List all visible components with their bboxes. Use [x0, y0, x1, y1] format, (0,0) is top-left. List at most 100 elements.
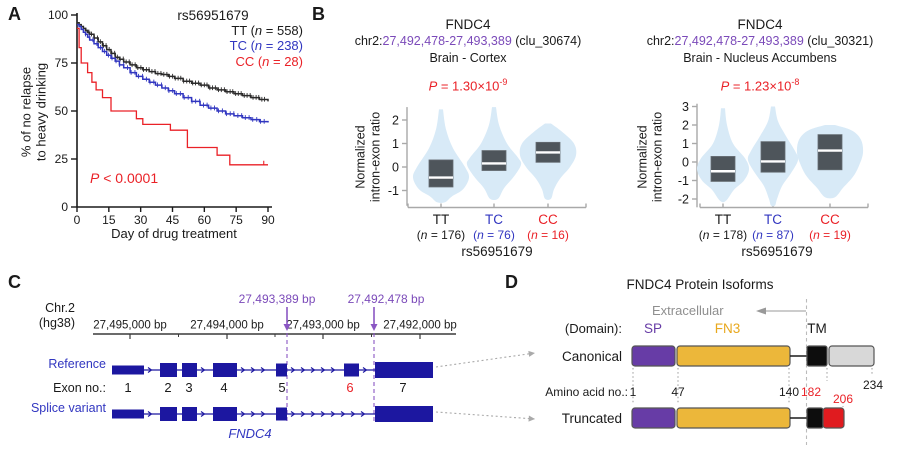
exon-number-6: 6 — [346, 380, 353, 395]
tm-domain-box — [806, 407, 824, 429]
aa-number-182: 182 — [800, 385, 822, 399]
exon-box-6 — [344, 363, 359, 377]
intron-direction-chevron — [300, 411, 306, 417]
violin-shape-tt — [696, 108, 750, 203]
exon-box-2 — [160, 407, 177, 421]
intron-direction-chevron — [360, 411, 366, 417]
fn3-domain-box — [676, 345, 791, 367]
violin-cortex-pvalue: P = 1.30×10-9 — [428, 77, 508, 94]
n-label-tc: (n = 87) — [752, 228, 794, 242]
protein-isoforms-title: FNDC4 Protein Isoforms — [626, 277, 774, 292]
n-label-cc: (n = 19) — [809, 228, 851, 242]
violin-cortex-tissue: Brain - Cortex — [429, 51, 507, 65]
intron-direction-chevron — [330, 367, 336, 373]
genotype-label-tc: TC — [764, 212, 782, 227]
violin-cortex-title: FNDC4 — [445, 17, 491, 32]
splice-variant-track-label: Splice variant — [30, 401, 106, 415]
exon-box-2 — [160, 363, 177, 377]
sp-domain-box — [631, 407, 676, 429]
violin-y-tick-label: 1 — [392, 137, 399, 151]
violin-y-tick-label: 0 — [392, 161, 399, 175]
truncated-isoform-label: Truncated — [561, 411, 622, 426]
aa-number-206: 206 — [832, 392, 854, 406]
km-x-axis-label: Day of drug treatment — [111, 226, 237, 241]
km-legend-entry-cc: CC (n = 28) — [235, 53, 303, 69]
novel-cterm-box — [822, 407, 845, 429]
gene-name-label: FNDC4 — [228, 426, 272, 441]
violin-cortex-y-axis-label: Normalized intron-exon ratio — [353, 111, 382, 203]
km-legend: TT (n = 558) TC (n = 238) CC (n = 28) — [196, 23, 303, 69]
domain-label-sp: SP — [643, 321, 662, 336]
violin-box-cc — [817, 134, 843, 171]
km-pvalue: P < 0.0001 — [90, 170, 159, 186]
intron-direction-chevron — [340, 411, 346, 417]
violin-y-tick-label: -1 — [388, 184, 399, 198]
intron-direction-chevron — [310, 411, 316, 417]
aa-number-234: 234 — [862, 378, 884, 392]
violin-cortex-locus: chr2:27,492,478-27,493,389 (clu_30674) — [354, 34, 582, 48]
exon-box-7 — [375, 406, 433, 422]
intron-direction-chevron — [260, 411, 266, 417]
ruler-label: 27,494,000 bp — [190, 320, 264, 332]
tm-domain-box — [806, 345, 828, 367]
intron-direction-chevron — [320, 367, 326, 373]
km-y-tick-label: 0 — [61, 200, 68, 214]
chromosome-label: Chr.2 (hg38) — [38, 301, 75, 330]
exon-number-1: 1 — [124, 380, 131, 395]
intron-direction-chevron — [320, 411, 326, 417]
exon-number-4: 4 — [220, 380, 227, 395]
exon-box-5 — [276, 363, 287, 377]
domain-heading: (Domain): — [564, 321, 622, 336]
domain-label-tm: TM — [807, 321, 827, 336]
km-x-tick-label: 75 — [229, 213, 243, 227]
km-x-tick-label: 15 — [102, 213, 116, 227]
ruler-label: 27,493,000 bp — [286, 320, 360, 332]
exon-number-5: 5 — [278, 380, 285, 395]
genotype-label-cc: CC — [538, 212, 558, 227]
intron-direction-chevron — [362, 367, 368, 373]
km-y-tick-label: 25 — [55, 152, 69, 166]
violin-na-tissue: Brain - Nucleus Accumbens — [683, 51, 837, 65]
intron-direction-chevron — [250, 367, 256, 373]
amino-acid-heading: Amino acid no.: — [545, 385, 628, 399]
exon-box-3 — [182, 407, 197, 421]
genotype-label-tt: TT — [432, 212, 450, 227]
exon-box-4 — [213, 363, 237, 377]
exon-box-1 — [112, 409, 144, 419]
panel-b-label: B — [312, 4, 326, 24]
intron-direction-chevron — [290, 411, 296, 417]
ruler-label: 27,492,000 bp — [383, 320, 457, 332]
intron-direction-chevron — [200, 411, 206, 417]
violin-box-tt — [710, 156, 736, 182]
isoform-connector-arrow-head — [528, 415, 535, 422]
violin-na-x-axis-label: rs56951679 — [741, 244, 813, 259]
exon-number-2: 2 — [164, 380, 171, 395]
exon-box-7 — [375, 362, 433, 378]
exon-number-7: 7 — [399, 380, 406, 395]
intron-direction-chevron — [200, 367, 206, 373]
violin-shape-tt — [412, 109, 470, 203]
splice-site-arrow-head — [283, 324, 291, 331]
splice-site-coordinate-label: 27,493,389 bp — [239, 292, 316, 306]
aa-number-140: 140 — [778, 385, 800, 399]
panel-d-label: D — [505, 272, 519, 292]
isoform-connector-arrow-head — [528, 350, 535, 357]
km-x-tick-label: 30 — [134, 213, 148, 227]
exon-box-3 — [182, 363, 197, 377]
km-x-tick-label: 90 — [261, 213, 275, 227]
exon-number-3: 3 — [185, 380, 192, 395]
km-x-tick-label: 0 — [74, 213, 81, 227]
km-legend-entry-tc: TC (n = 238) — [229, 38, 303, 54]
km-x-tick-label: 45 — [166, 213, 180, 227]
sp-domain-box — [631, 345, 676, 367]
isoform-connector-dotted-line — [435, 352, 536, 368]
intron-direction-chevron — [147, 411, 153, 417]
splice-site-coordinate-label: 27,492,478 bp — [348, 292, 425, 306]
violin-y-tick-label: 3 — [682, 100, 689, 114]
intron-direction-chevron — [147, 367, 153, 373]
intracellular-domain-box — [828, 345, 875, 367]
intron-direction-chevron — [330, 411, 336, 417]
splice-site-arrow-head — [370, 324, 378, 331]
km-x-tick-label: 60 — [198, 213, 212, 227]
